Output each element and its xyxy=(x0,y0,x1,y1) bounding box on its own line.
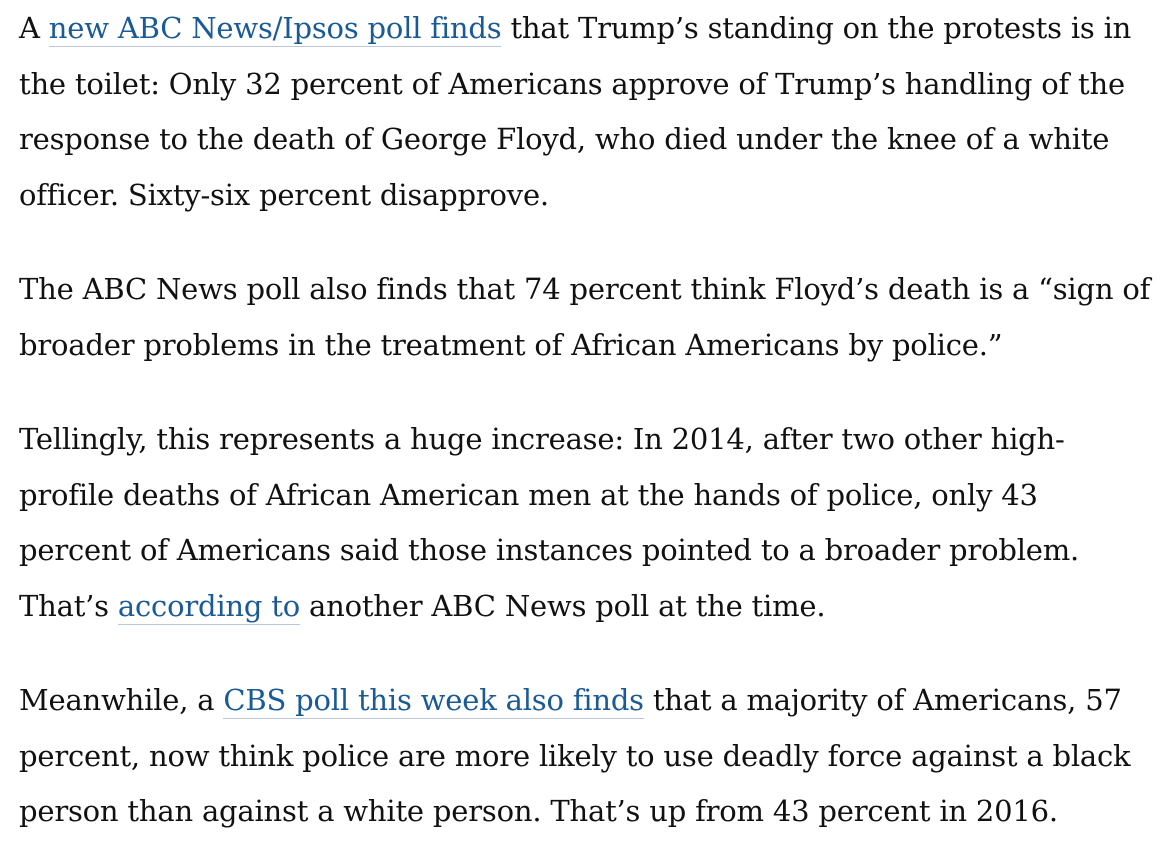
link-abc-ipsos-poll[interactable]: new ABC News/Ipsos poll finds xyxy=(48,11,502,47)
paragraph-3-text-after: another ABC News poll at the time. xyxy=(300,588,826,623)
paragraph-1-text-before: A xyxy=(19,11,49,45)
paragraph-3: Tellingly, this represents a huge increa… xyxy=(19,412,1151,634)
paragraph-2-text: The ABC News poll also finds that 74 per… xyxy=(19,272,1151,362)
paragraph-1: A new ABC News/Ipsos poll finds that Tru… xyxy=(19,1,1151,223)
link-according-to[interactable]: according to xyxy=(117,588,300,625)
paragraph-4-text-before: Meanwhile, a xyxy=(19,683,224,717)
paragraph-1-text-after: that Trump’s standing on the protests is… xyxy=(19,11,1132,212)
paragraph-3-text-before: Tellingly, this represents a huge increa… xyxy=(19,422,1080,623)
paragraph-2: The ABC News poll also finds that 74 per… xyxy=(19,262,1151,373)
link-cbs-poll[interactable]: CBS poll this week also finds xyxy=(223,683,644,719)
paragraph-4: Meanwhile, a CBS poll this week also fin… xyxy=(19,673,1151,840)
paragraph-4-text-after: that a majority of Americans, 57 percent… xyxy=(19,683,1131,828)
